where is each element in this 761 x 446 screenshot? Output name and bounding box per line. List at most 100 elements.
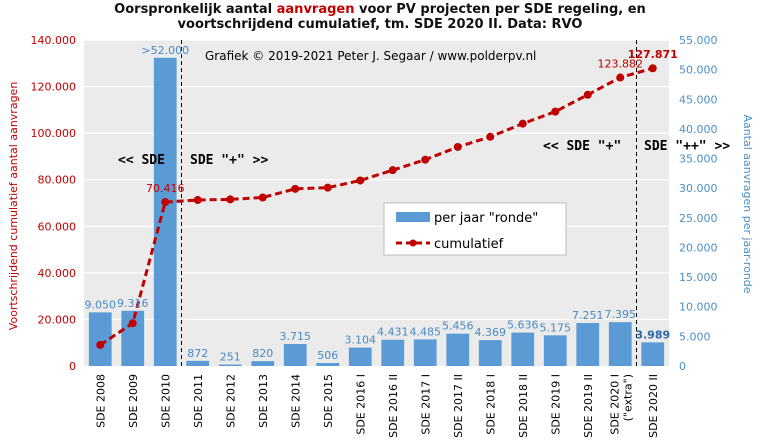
category-label: SDE 2017 I: [419, 374, 432, 435]
category-label-text: SDE 2019 I: [549, 374, 562, 435]
cumulative-point: [258, 193, 267, 202]
y-right-tick-label: 35.000: [679, 153, 718, 166]
y-right-tick-label: 20.000: [679, 241, 718, 254]
y-right-tick-label: 45.000: [679, 93, 718, 106]
bar-value-label: 9.050: [85, 298, 117, 311]
category-label-text: SDE 2016 II: [387, 374, 400, 438]
y-right-tick-label: 30.000: [679, 182, 718, 195]
y-right-tick-label: 55.000: [679, 34, 718, 47]
region-dividers: [181, 40, 637, 366]
cumulative-point: [486, 132, 495, 141]
legend-line-label: cumulatief: [434, 237, 504, 252]
category-label: SDE 2015: [322, 374, 335, 428]
legend-line-marker: [409, 239, 417, 247]
category-label-line: SDE 2012: [224, 374, 237, 428]
bar-value-label: 7.395: [605, 308, 637, 321]
bar: [608, 322, 632, 366]
category-label-line: SDE 2016 II: [387, 374, 400, 438]
y-right-tick-label: 15.000: [679, 271, 718, 284]
category-label-line: SDE 2018 I: [484, 374, 497, 435]
y-right-tick-label: 10.000: [679, 301, 718, 314]
bar: [88, 312, 112, 366]
bar: [543, 335, 567, 366]
cumulative-value-label: 127.871: [628, 48, 678, 61]
category-label-line: SDE 2020 I: [608, 374, 621, 435]
cumulative-point: [226, 195, 235, 204]
cumulative-point: [356, 176, 365, 185]
cumulative-point: [128, 319, 137, 328]
category-label: SDE 2013: [257, 374, 270, 428]
category-label: SDE 2020 I("extra"): [608, 374, 634, 435]
bar-value-label: 7.251: [572, 309, 604, 322]
chart-title-accent: aanvragen: [277, 2, 355, 17]
bar-value-label: 5.636: [507, 319, 539, 332]
region-label-sde-left: << SDE: [118, 153, 165, 168]
bars: [88, 57, 665, 366]
region-label-sde-plus-right: SDE "+" >>: [190, 153, 268, 168]
bar: [478, 340, 502, 366]
category-label-line: SDE 2011: [192, 374, 205, 428]
cumulative-value-label: 123.882: [598, 58, 644, 71]
y-axis-right-label: Aantal aanvragen per jaar-ronde: [741, 114, 754, 293]
bar-value-label: 3.104: [345, 334, 377, 347]
category-label: SDE 2014: [289, 374, 302, 428]
bar: [251, 361, 275, 366]
category-label: SDE 2016 I: [354, 374, 367, 435]
bar-value-label: 251: [220, 351, 241, 364]
cumulative-point: [551, 107, 560, 116]
category-label-text: SDE 2016 I: [354, 374, 367, 435]
category-label-text: SDE 2015: [322, 374, 335, 428]
y-right-tick-label: 0: [679, 360, 686, 373]
bar-value-label: 9.316: [117, 297, 149, 310]
bar: [283, 343, 307, 366]
category-label-text: SDE 2017 II: [452, 374, 465, 438]
cumulative-point: [388, 166, 397, 175]
category-label: SDE 2010: [159, 374, 172, 428]
category-label-line: SDE 2013: [257, 374, 270, 428]
category-label: SDE 2017 II: [452, 374, 465, 438]
category-label-line: SDE 2018 II: [517, 374, 530, 438]
bar: [641, 342, 665, 366]
legend: per jaar "ronde" cumulatief: [383, 202, 567, 256]
bar: [576, 323, 600, 366]
y-right-tick-label: 50.000: [679, 64, 718, 77]
right-axis-ticks: 0 5.000 10.000 15.000 20.000 25.000 30.000 35.0…: [679, 34, 718, 373]
category-label: SDE 2011: [192, 374, 205, 428]
cumulative-point: [616, 73, 625, 82]
y-left-tick-label: 60.000: [38, 220, 77, 233]
legend-bar-swatch: [396, 212, 430, 222]
category-label: SDE 2018 II: [517, 374, 530, 438]
category-label-line: SDE 2010: [159, 374, 172, 428]
legend-box: [383, 202, 567, 256]
cumulative-polyline: [99, 66, 654, 347]
left-axis-ticks: 0 20.000 40.000 60.000 80.000 100.000 120.000 1…: [31, 34, 77, 373]
bar-value-label: 5.175: [540, 321, 572, 334]
category-label: SDE 2018 I: [484, 374, 497, 435]
bar: [348, 347, 372, 366]
bar-value-label: 3.715: [280, 330, 312, 343]
cumulative-value-label: 70.416: [146, 182, 185, 195]
category-label-text: SDE 2020 II: [647, 374, 660, 438]
cumulative-point: [583, 90, 592, 99]
category-label-line: SDE 2014: [289, 374, 302, 428]
cumulative-point: [648, 64, 657, 73]
category-label: SDE 2020 II: [647, 374, 660, 438]
cumulative-line: [96, 64, 657, 349]
bar: [381, 339, 405, 366]
region-label-sde-plusplus-right: SDE "++" >>: [644, 139, 730, 154]
bar: [413, 339, 437, 366]
cumulative-point: [421, 155, 430, 164]
category-label: SDE 2012: [224, 374, 237, 428]
bar-value-label: 5.456: [442, 320, 474, 333]
category-label-text: SDE 2012: [224, 374, 237, 428]
y-right-tick-label: 40.000: [679, 123, 718, 136]
y-right-tick-label: 25.000: [679, 212, 718, 225]
category-label-text: SDE 2018 I: [484, 374, 497, 435]
bar: [218, 364, 242, 366]
y-left-tick-label: 100.000: [31, 127, 77, 140]
y-left-tick-label: 120.000: [31, 81, 77, 94]
bar: [186, 360, 210, 366]
